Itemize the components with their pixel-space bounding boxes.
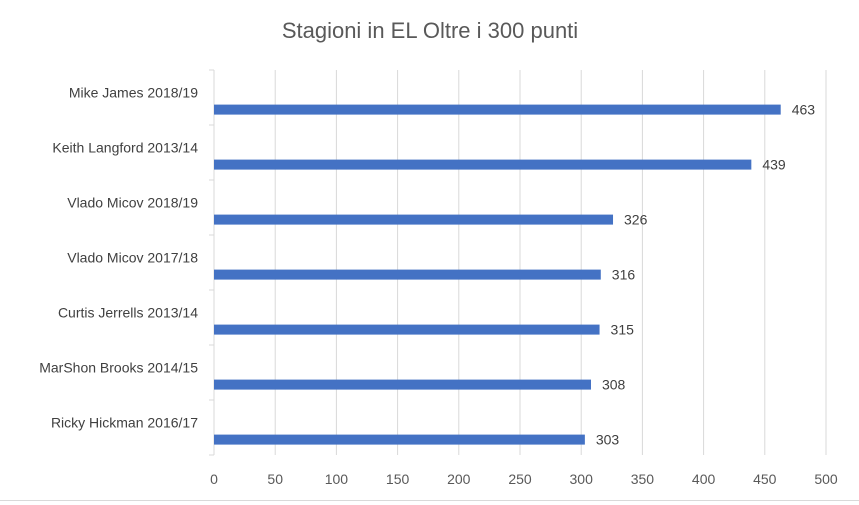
x-axis-tick-labels: 0 50 100 150 200 250 300 350 400 450 500 [210, 471, 838, 487]
x-tick-label: 100 [325, 471, 349, 487]
category-label: Ricky Hickman 2016/17 [51, 415, 198, 431]
bar [214, 434, 585, 445]
data-label: 315 [611, 322, 635, 338]
category-label: Vlado Micov 2018/19 [67, 195, 198, 211]
bar [214, 214, 614, 225]
data-label: 439 [762, 157, 786, 173]
x-tick-label: 500 [814, 471, 838, 487]
data-labels: 463 439 326 316 315 308 303 [596, 102, 815, 448]
category-label: MarShon Brooks 2014/15 [39, 360, 198, 376]
category-label: Mike James 2018/19 [69, 85, 198, 101]
bar [214, 324, 600, 335]
bar [214, 379, 591, 390]
gridlines [209, 69, 827, 456]
category-label: Keith Langford 2013/14 [52, 140, 198, 156]
bottom-divider [0, 500, 859, 501]
category-labels: Mike James 2018/19 Keith Langford 2013/14… [39, 85, 198, 431]
bars [214, 104, 781, 445]
data-label: 326 [624, 212, 648, 228]
data-label: 308 [602, 377, 626, 393]
x-tick-label: 0 [210, 471, 218, 487]
x-tick-label: 300 [570, 471, 594, 487]
x-tick-label: 200 [447, 471, 471, 487]
data-label: 463 [792, 102, 816, 118]
bar [214, 159, 752, 170]
data-label: 303 [596, 432, 620, 448]
category-label: Curtis Jerrells 2013/14 [58, 305, 198, 321]
x-tick-label: 250 [508, 471, 532, 487]
category-label: Vlado Micov 2017/18 [67, 250, 198, 266]
x-tick-label: 150 [386, 471, 410, 487]
x-tick-label: 400 [692, 471, 716, 487]
x-tick-label: 450 [753, 471, 777, 487]
data-label: 316 [612, 267, 636, 283]
x-tick-label: 350 [631, 471, 655, 487]
bar [214, 104, 781, 115]
x-tick-label: 50 [267, 471, 283, 487]
chart-title: Stagioni in EL Oltre i 300 punti [282, 18, 578, 43]
bar [214, 269, 601, 280]
